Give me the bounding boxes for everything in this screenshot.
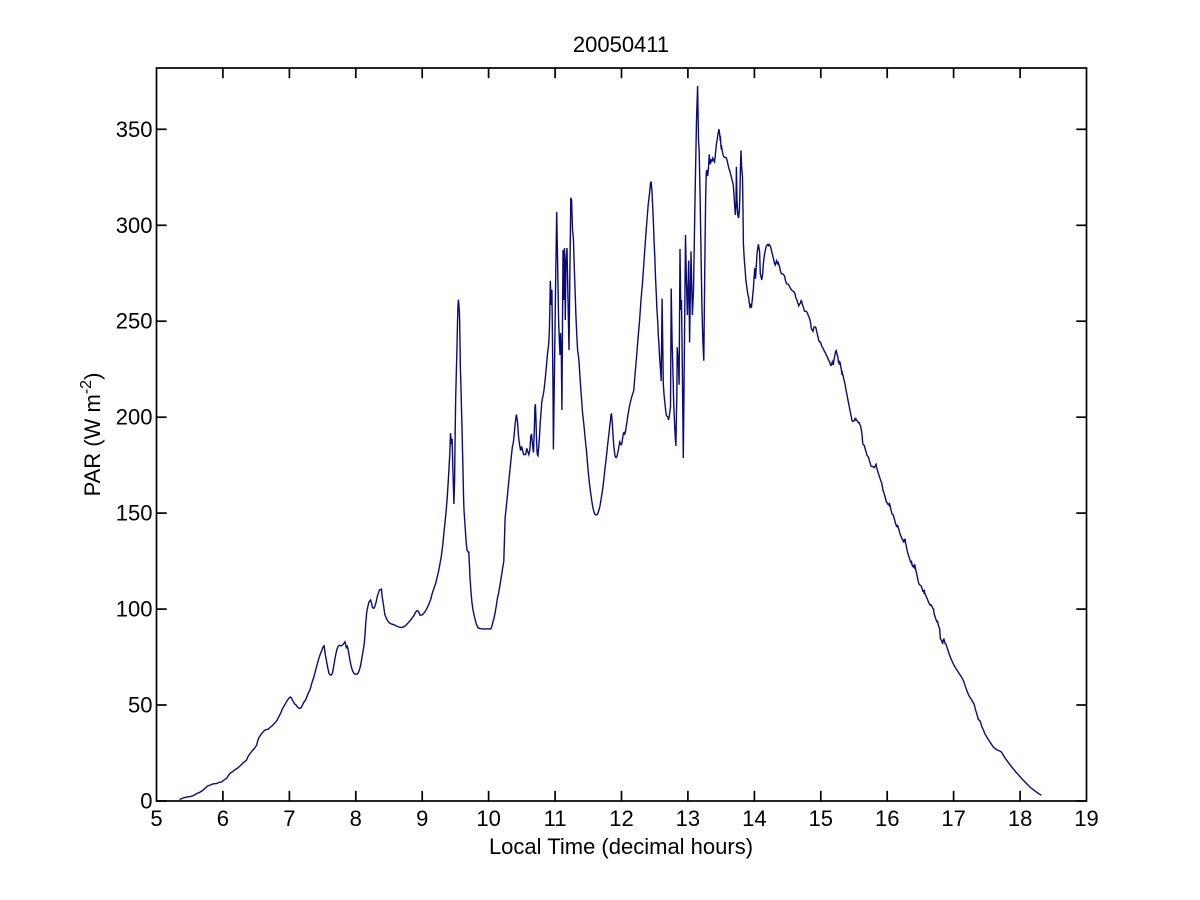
svg-text:5: 5 — [150, 806, 162, 831]
svg-text:13: 13 — [676, 806, 700, 831]
svg-text:0: 0 — [140, 789, 152, 814]
svg-text:6: 6 — [217, 806, 229, 831]
svg-text:350: 350 — [116, 117, 153, 142]
svg-text:250: 250 — [116, 309, 153, 334]
svg-text:300: 300 — [116, 213, 153, 238]
svg-text:100: 100 — [116, 597, 153, 622]
svg-text:10: 10 — [476, 806, 500, 831]
svg-text:11: 11 — [544, 806, 567, 831]
svg-text:15: 15 — [809, 806, 833, 831]
svg-text:16: 16 — [875, 806, 899, 831]
svg-text:50: 50 — [128, 693, 152, 718]
svg-text:14: 14 — [742, 806, 766, 831]
svg-text:8: 8 — [350, 806, 362, 831]
svg-text:7: 7 — [283, 806, 295, 831]
svg-text:17: 17 — [941, 806, 965, 831]
svg-text:200: 200 — [116, 405, 153, 430]
svg-text:20050411: 20050411 — [573, 32, 669, 57]
svg-text:12: 12 — [609, 806, 633, 831]
svg-text:19: 19 — [1074, 806, 1098, 831]
svg-text:9: 9 — [416, 806, 428, 831]
svg-text:Local Time (decimal hours): Local Time (decimal hours) — [489, 834, 753, 859]
svg-text:18: 18 — [1008, 806, 1032, 831]
svg-text:150: 150 — [116, 501, 153, 526]
